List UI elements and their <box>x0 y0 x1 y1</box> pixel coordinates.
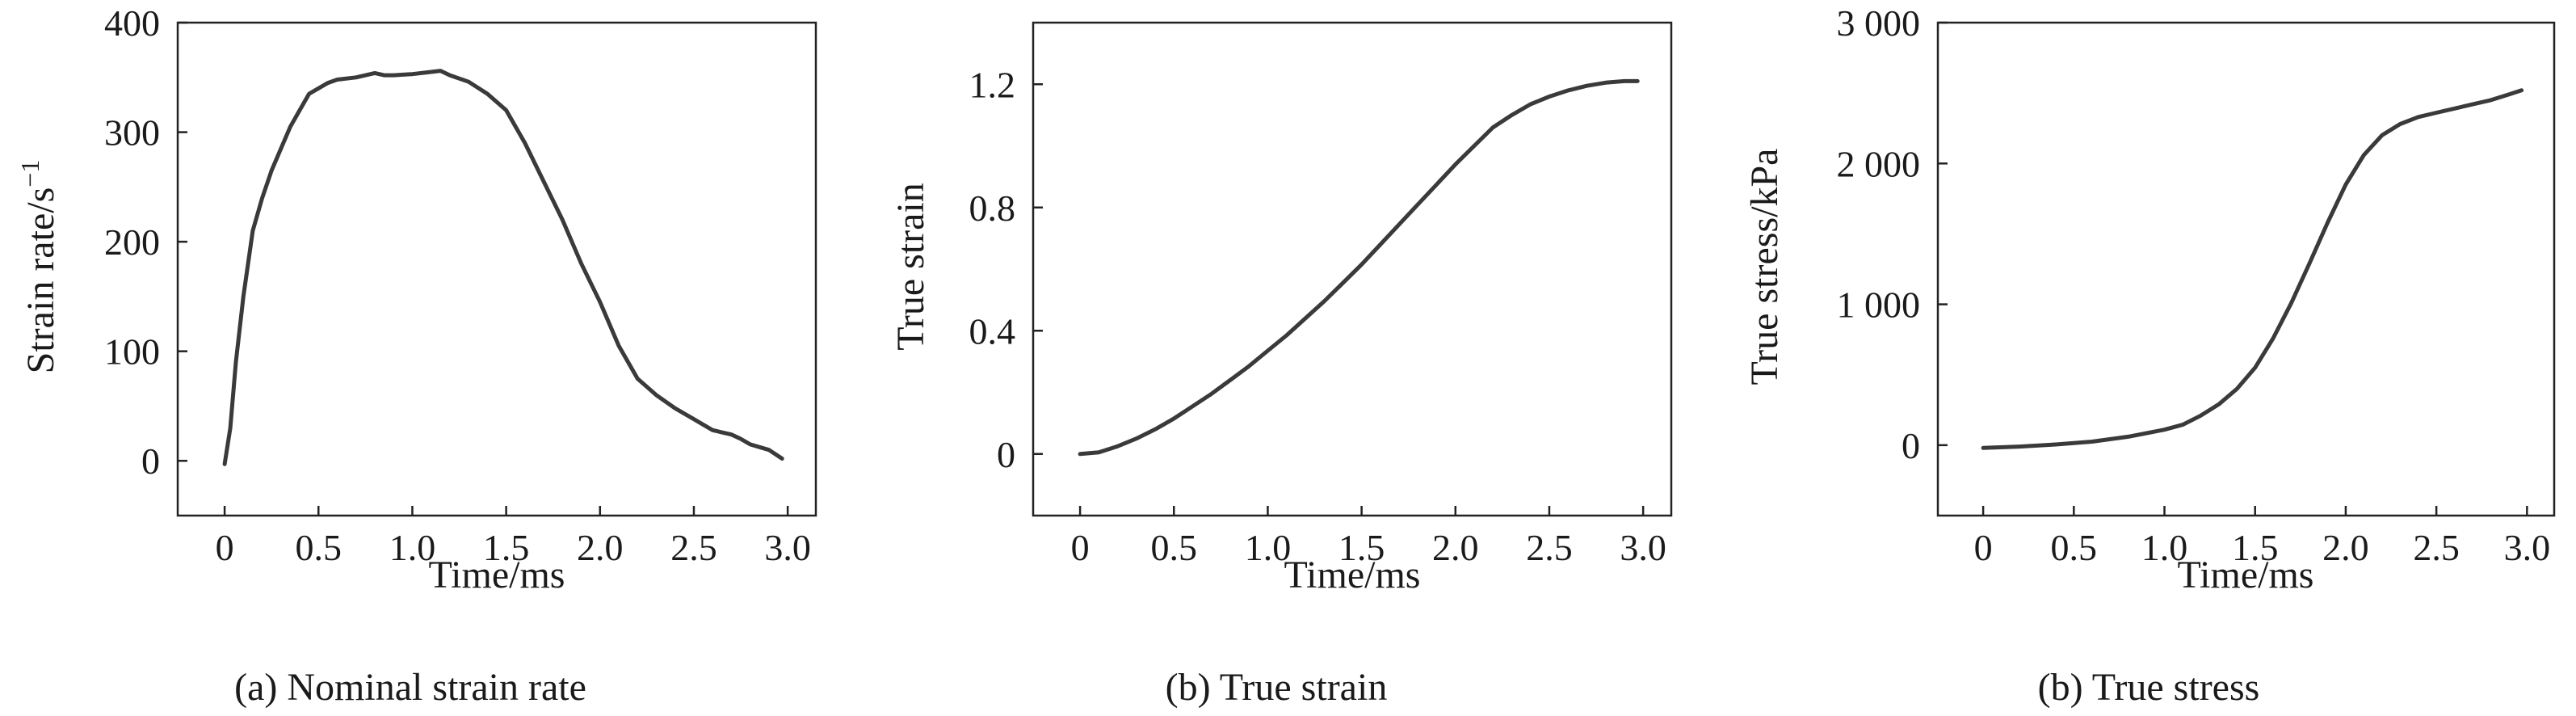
x-axis-label: Time/ms <box>1284 554 1421 596</box>
y-axis-label-sup: −1 <box>15 160 44 187</box>
y-tick-label: 2 000 <box>1837 143 1921 184</box>
panel-b-true-strain: 0 0.5 1.0 1.5 2.0 2.5 3.0 0 0.4 0.8 1.2 Time/ms Tr… <box>889 21 1673 709</box>
plot-frame <box>1032 21 1673 517</box>
y-axis-label-text: Strain rate/s <box>19 187 62 374</box>
x-tick-label: 3.0 <box>1620 527 1666 568</box>
plot-frame <box>1936 21 2556 517</box>
y-tick-label: 200 <box>104 221 160 263</box>
y-tick-label: 3 000 <box>1837 2 1921 44</box>
plot-frame <box>176 21 817 517</box>
x-tick-label: 1.5 <box>2232 527 2279 568</box>
x-tick-label: 0 <box>216 527 234 568</box>
x-tick-label: 2.5 <box>1526 527 1573 568</box>
y-axis-label: Strain rate/s−1 <box>15 160 62 374</box>
panel-caption: (a) Nominal strain rate <box>234 666 586 709</box>
strain-rate-curve <box>222 69 784 466</box>
x-tick-label: 3.0 <box>764 527 811 568</box>
x-tick-label: 2.0 <box>1432 527 1479 568</box>
y-axis-label: True stress/kPa <box>1743 149 1786 385</box>
y-tick-label: 0 <box>141 440 160 482</box>
y-axis-label: True strain <box>889 183 932 351</box>
y-tick-label: 0 <box>997 434 1015 475</box>
x-tick-label: 3.0 <box>2504 527 2551 568</box>
y-tick-label: 0 <box>1902 425 1920 466</box>
x-axis-label: Time/ms <box>429 554 565 596</box>
x-tick-label: 2.5 <box>670 527 717 568</box>
panel-caption: (b) True strain <box>1166 666 1388 709</box>
tick-group: 0 0.5 1.0 1.5 2.0 2.5 3.0 0 0.4 0.8 1.2 <box>969 64 1666 568</box>
y-tick-label: 100 <box>104 331 160 373</box>
x-tick-label: 2.0 <box>2322 527 2369 568</box>
x-tick-label: 0 <box>1071 527 1090 568</box>
y-tick-label: 0.4 <box>969 310 1016 352</box>
y-tick-label: 300 <box>104 112 160 154</box>
y-tick-label: 1.2 <box>969 64 1016 105</box>
tick-group: 0 0.5 1.0 1.5 2.0 2.5 3.0 0 1 000 2 000 3 000 <box>1837 2 2551 568</box>
y-tick-label: 0.8 <box>969 187 1016 229</box>
x-tick-label: 1.5 <box>483 527 530 568</box>
x-tick-label: 0.5 <box>296 527 342 568</box>
x-tick-label: 0 <box>1974 527 1993 568</box>
x-tick-label: 1.0 <box>1245 527 1292 568</box>
panel-c-true-stress: 0 0.5 1.0 1.5 2.0 2.5 3.0 0 1 000 2 000 3 000 Time… <box>1743 2 2556 709</box>
true-strain-curve <box>1078 78 1640 457</box>
x-tick-label: 0.5 <box>2051 527 2098 568</box>
tick-group: 0 0.5 1.0 1.5 2.0 2.5 3.0 0 100 200 300 400 <box>104 2 811 568</box>
x-tick-label: 1.5 <box>1338 527 1385 568</box>
true-stress-curve <box>1981 88 2524 450</box>
x-tick-label: 1.0 <box>389 527 436 568</box>
x-tick-label: 2.0 <box>577 527 624 568</box>
x-tick-label: 2.5 <box>2413 527 2460 568</box>
x-tick-label: 0.5 <box>1151 527 1198 568</box>
x-tick-label: 1.0 <box>2141 527 2188 568</box>
x-axis-label: Time/ms <box>2178 554 2314 596</box>
y-tick-label: 1 000 <box>1837 284 1921 326</box>
panel-a-strain-rate: 0 0.5 1.0 1.5 2.0 2.5 3.0 0 100 200 300 400 Time/ms… <box>15 2 817 709</box>
panel-caption: (b) True stress <box>2038 666 2260 709</box>
y-tick-label: 400 <box>104 2 160 44</box>
